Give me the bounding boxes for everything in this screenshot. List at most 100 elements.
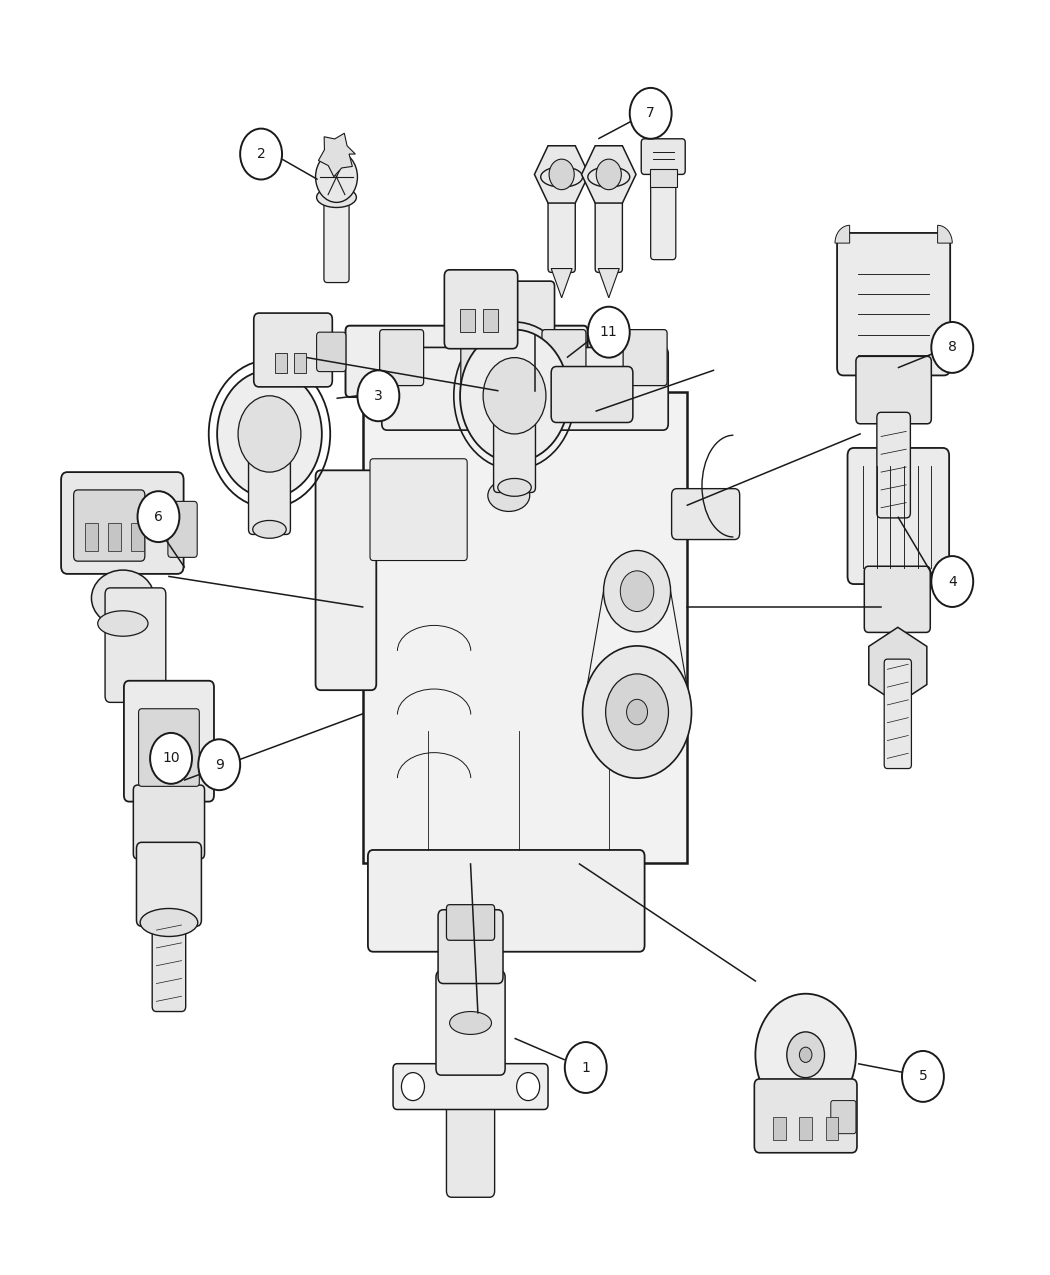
FancyBboxPatch shape <box>133 785 205 859</box>
Text: 10: 10 <box>163 751 180 765</box>
Wedge shape <box>938 226 952 244</box>
Circle shape <box>483 357 546 434</box>
FancyBboxPatch shape <box>105 588 166 703</box>
FancyBboxPatch shape <box>368 850 645 951</box>
Circle shape <box>240 129 282 180</box>
Polygon shape <box>582 145 636 203</box>
Wedge shape <box>835 226 849 244</box>
Text: 5: 5 <box>919 1070 927 1084</box>
FancyBboxPatch shape <box>136 843 202 927</box>
Circle shape <box>217 370 322 497</box>
Ellipse shape <box>140 909 197 936</box>
Circle shape <box>627 699 648 724</box>
Bar <box>460 310 475 333</box>
FancyBboxPatch shape <box>438 910 503 983</box>
Circle shape <box>630 88 672 139</box>
Circle shape <box>902 1051 944 1102</box>
FancyBboxPatch shape <box>362 391 688 863</box>
FancyBboxPatch shape <box>877 412 910 518</box>
Circle shape <box>460 330 569 462</box>
Circle shape <box>565 1042 607 1093</box>
Circle shape <box>606 674 669 750</box>
FancyBboxPatch shape <box>316 470 376 690</box>
FancyBboxPatch shape <box>139 709 200 787</box>
FancyBboxPatch shape <box>249 428 291 534</box>
Bar <box>773 1117 785 1140</box>
Circle shape <box>401 1072 424 1100</box>
Circle shape <box>357 370 399 421</box>
Polygon shape <box>868 627 927 704</box>
Circle shape <box>596 159 622 190</box>
FancyBboxPatch shape <box>393 1063 548 1109</box>
Polygon shape <box>598 269 620 298</box>
FancyBboxPatch shape <box>864 566 930 632</box>
FancyBboxPatch shape <box>168 501 197 557</box>
Bar <box>483 310 498 333</box>
FancyBboxPatch shape <box>856 356 931 423</box>
Ellipse shape <box>498 478 531 496</box>
FancyBboxPatch shape <box>847 448 949 584</box>
FancyBboxPatch shape <box>446 905 495 940</box>
Ellipse shape <box>317 187 356 208</box>
FancyBboxPatch shape <box>382 347 668 430</box>
Bar <box>825 1117 838 1140</box>
FancyBboxPatch shape <box>124 681 214 802</box>
Ellipse shape <box>91 570 154 626</box>
Ellipse shape <box>449 1011 491 1034</box>
Text: 7: 7 <box>647 106 655 120</box>
FancyBboxPatch shape <box>370 459 467 561</box>
Text: 8: 8 <box>948 340 957 354</box>
Circle shape <box>799 1047 812 1062</box>
FancyBboxPatch shape <box>672 488 739 539</box>
Bar <box>799 1117 812 1140</box>
Circle shape <box>198 740 240 790</box>
FancyBboxPatch shape <box>436 970 505 1075</box>
Text: 2: 2 <box>257 147 266 161</box>
Bar <box>650 170 677 187</box>
Circle shape <box>583 646 692 778</box>
FancyBboxPatch shape <box>542 330 586 385</box>
Bar <box>85 523 98 551</box>
FancyBboxPatch shape <box>837 233 950 375</box>
Text: 6: 6 <box>154 510 163 524</box>
FancyBboxPatch shape <box>642 139 686 175</box>
FancyBboxPatch shape <box>61 472 184 574</box>
FancyBboxPatch shape <box>152 915 186 1011</box>
FancyBboxPatch shape <box>380 330 423 385</box>
Ellipse shape <box>253 520 287 538</box>
Circle shape <box>517 1072 540 1100</box>
FancyBboxPatch shape <box>74 490 145 561</box>
FancyBboxPatch shape <box>483 282 554 361</box>
FancyBboxPatch shape <box>254 314 332 386</box>
Circle shape <box>150 733 192 784</box>
Ellipse shape <box>488 479 529 511</box>
Ellipse shape <box>98 611 148 636</box>
Circle shape <box>931 556 973 607</box>
Text: 11: 11 <box>600 325 617 339</box>
Text: 4: 4 <box>948 575 957 589</box>
FancyBboxPatch shape <box>446 1063 495 1197</box>
Circle shape <box>786 1031 824 1077</box>
FancyBboxPatch shape <box>494 390 536 492</box>
FancyBboxPatch shape <box>831 1100 856 1133</box>
FancyBboxPatch shape <box>754 1079 857 1153</box>
Bar <box>108 523 121 551</box>
FancyBboxPatch shape <box>884 659 911 769</box>
FancyBboxPatch shape <box>551 366 633 422</box>
FancyBboxPatch shape <box>345 325 588 397</box>
Circle shape <box>621 571 654 612</box>
FancyBboxPatch shape <box>623 330 667 385</box>
FancyBboxPatch shape <box>324 196 349 283</box>
Bar <box>275 352 288 372</box>
Circle shape <box>549 159 574 190</box>
Bar <box>294 352 307 372</box>
Circle shape <box>755 993 856 1116</box>
Text: 1: 1 <box>582 1061 590 1075</box>
FancyBboxPatch shape <box>444 270 518 348</box>
Bar <box>131 523 144 551</box>
Circle shape <box>588 307 630 357</box>
Polygon shape <box>318 133 355 177</box>
Polygon shape <box>551 269 572 298</box>
Circle shape <box>604 551 671 632</box>
Circle shape <box>316 152 357 203</box>
